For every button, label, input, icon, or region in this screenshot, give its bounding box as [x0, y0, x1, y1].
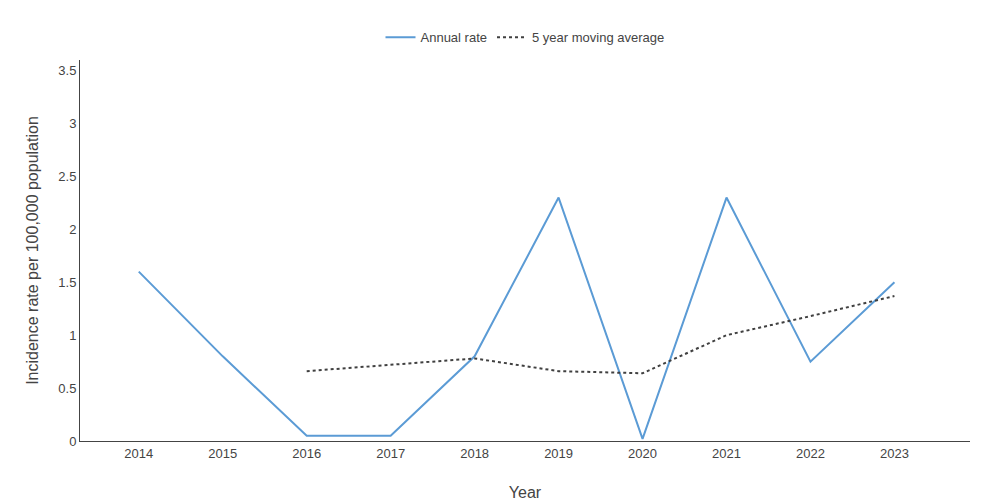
svg-text:2014: 2014 [124, 446, 153, 461]
svg-text:2: 2 [69, 222, 76, 237]
svg-text:2021: 2021 [712, 446, 741, 461]
svg-text:5 year moving average: 5 year moving average [532, 30, 664, 45]
svg-text:2018: 2018 [460, 446, 489, 461]
svg-text:2.5: 2.5 [58, 169, 76, 184]
svg-text:2015: 2015 [208, 446, 237, 461]
svg-text:3: 3 [69, 116, 76, 131]
svg-text:2017: 2017 [376, 446, 405, 461]
svg-text:Incidence rate per 100,000 pop: Incidence rate per 100,000 population [24, 116, 41, 385]
svg-text:2022: 2022 [796, 446, 825, 461]
svg-text:2019: 2019 [544, 446, 573, 461]
svg-text:0.5: 0.5 [58, 381, 76, 396]
svg-text:1: 1 [69, 328, 76, 343]
svg-text:3.5: 3.5 [58, 63, 76, 78]
svg-text:2020: 2020 [628, 446, 657, 461]
svg-text:2023: 2023 [880, 446, 909, 461]
svg-text:0: 0 [69, 434, 76, 449]
svg-text:2016: 2016 [292, 446, 321, 461]
svg-text:Year: Year [509, 484, 542, 501]
svg-text:1.5: 1.5 [58, 275, 76, 290]
svg-text:Annual rate: Annual rate [421, 30, 488, 45]
